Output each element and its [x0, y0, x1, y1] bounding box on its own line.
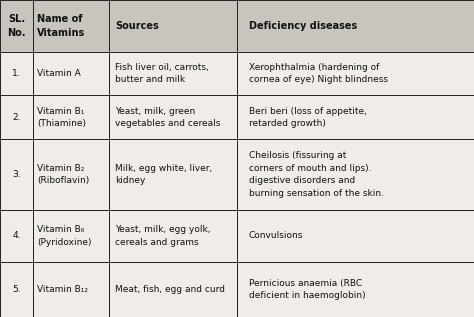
Text: Vitamin B₁₂: Vitamin B₁₂: [37, 285, 88, 294]
Text: Cheilosis (fissuring at
corners of mouth and lips).
digestive disorders and
burn: Cheilosis (fissuring at corners of mouth…: [249, 152, 384, 198]
Text: Vitamin B₁
(Thiamine): Vitamin B₁ (Thiamine): [37, 107, 86, 128]
Bar: [0, 210, 33, 262]
Bar: [109, 95, 237, 139]
Text: Fish liver oil, carrots,
butter and milk: Fish liver oil, carrots, butter and milk: [116, 63, 209, 84]
Bar: [33, 0, 109, 52]
Bar: [237, 0, 474, 52]
Bar: [33, 210, 109, 262]
Bar: [237, 52, 474, 95]
Bar: [0, 262, 33, 317]
Bar: [33, 262, 109, 317]
Bar: [33, 95, 109, 139]
Bar: [0, 95, 33, 139]
Text: Vitamin B₂
(Riboflavin): Vitamin B₂ (Riboflavin): [37, 164, 89, 185]
Text: Deficiency diseases: Deficiency diseases: [249, 21, 357, 31]
Bar: [109, 139, 237, 210]
Text: Yeast, milk, green
vegetables and cereals: Yeast, milk, green vegetables and cereal…: [116, 107, 221, 128]
Text: Milk, egg white, liver,
kidney: Milk, egg white, liver, kidney: [116, 164, 213, 185]
Text: Sources: Sources: [116, 21, 159, 31]
Bar: [237, 139, 474, 210]
Text: 4.: 4.: [12, 231, 21, 240]
Text: Yeast, milk, egg yolk,
cereals and grams: Yeast, milk, egg yolk, cereals and grams: [116, 225, 211, 247]
Text: 2.: 2.: [12, 113, 21, 122]
Bar: [33, 139, 109, 210]
Bar: [0, 0, 33, 52]
Text: Name of
Vitamins: Name of Vitamins: [37, 14, 85, 38]
Bar: [0, 139, 33, 210]
Text: Vitamin B₆
(Pyridoxine): Vitamin B₆ (Pyridoxine): [37, 225, 91, 247]
Text: Convulsions: Convulsions: [249, 231, 303, 240]
Bar: [33, 52, 109, 95]
Text: Beri beri (loss of appetite,
retarded growth): Beri beri (loss of appetite, retarded gr…: [249, 107, 367, 128]
Text: 3.: 3.: [12, 170, 21, 179]
Text: Meat, fish, egg and curd: Meat, fish, egg and curd: [116, 285, 226, 294]
Text: Vitamin A: Vitamin A: [37, 69, 81, 78]
Bar: [109, 52, 237, 95]
Bar: [237, 95, 474, 139]
Text: 5.: 5.: [12, 285, 21, 294]
Bar: [109, 0, 237, 52]
Bar: [237, 210, 474, 262]
Text: SL.
No.: SL. No.: [7, 14, 26, 38]
Bar: [109, 210, 237, 262]
Bar: [0, 52, 33, 95]
Bar: [237, 262, 474, 317]
Bar: [109, 262, 237, 317]
Text: 1.: 1.: [12, 69, 21, 78]
Text: Pernicious anaemia (RBC
deficient in haemoglobin): Pernicious anaemia (RBC deficient in hae…: [249, 279, 365, 300]
Text: Xerophthalmia (hardening of
cornea of eye) Night blindness: Xerophthalmia (hardening of cornea of ey…: [249, 63, 388, 84]
